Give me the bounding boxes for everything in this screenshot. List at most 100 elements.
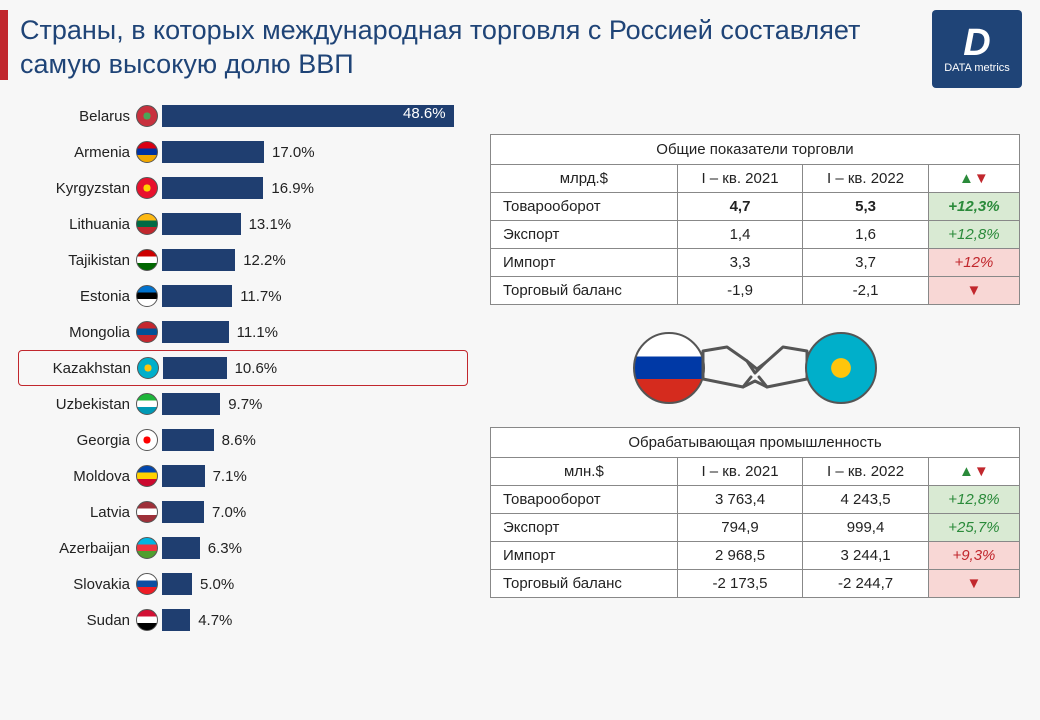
bar-row: Estonia11.7% <box>18 278 468 314</box>
bar-track: 12.2% <box>162 242 468 278</box>
bar-label: Slovakia <box>18 576 134 593</box>
bar-label: Sudan <box>18 612 134 629</box>
bar-value: 9.7% <box>228 396 262 413</box>
bar: 48.6% <box>162 105 454 127</box>
bar-label: Tajikistan <box>18 252 134 269</box>
bar-label: Kyrgyzstan <box>18 180 134 197</box>
bar-track: 11.1% <box>162 314 468 350</box>
bar-track: 4.7% <box>162 602 468 638</box>
table-row: Торговый баланс-1,9-2,1▼ <box>491 277 1020 305</box>
trade-summary-table: Общие показатели торговли млрд.$ I – кв.… <box>490 134 1020 305</box>
flag-icon <box>136 537 158 559</box>
bar-row: Kyrgyzstan 16.9% <box>18 170 468 206</box>
bar-track: 10.6% <box>163 351 467 385</box>
bar-row: Tajikistan 12.2% <box>18 242 468 278</box>
flag-icon <box>136 393 158 415</box>
row-v2: 3 244,1 <box>803 542 929 570</box>
bar <box>162 285 232 307</box>
flag-icon <box>136 429 158 451</box>
right-panel: Общие показатели торговли млрд.$ I – кв.… <box>490 98 1020 638</box>
bar-track: 7.1% <box>162 458 468 494</box>
logo: D DATA metrics <box>932 10 1022 88</box>
row-name: Экспорт <box>491 221 678 249</box>
table2-unit: млн.$ <box>491 458 678 486</box>
bar <box>162 429 214 451</box>
flag-icon <box>136 285 158 307</box>
table-row: Товарооборот4,75,3+12,3% <box>491 193 1020 221</box>
bar <box>162 393 220 415</box>
row-v1: -2 173,5 <box>677 570 803 598</box>
bar <box>163 357 227 379</box>
bar-track: 9.7% <box>162 386 468 422</box>
bar <box>162 249 235 271</box>
bar <box>162 213 241 235</box>
bar <box>162 609 190 631</box>
bar-value: 7.0% <box>212 504 246 521</box>
row-name: Товарооборот <box>491 193 678 221</box>
bar-chart: Belarus48.6%Armenia17.0%Kyrgyzstan16.9%L… <box>18 98 468 638</box>
bar-track: 7.0% <box>162 494 468 530</box>
handshake-icon <box>695 333 815 403</box>
content: Belarus48.6%Armenia17.0%Kyrgyzstan16.9%L… <box>0 94 1040 638</box>
row-delta: +12,8% <box>928 486 1019 514</box>
bar-value: 10.6% <box>235 360 278 377</box>
row-delta: +9,3% <box>928 542 1019 570</box>
bar-value: 4.7% <box>198 612 232 629</box>
bar-row: Georgia8.6% <box>18 422 468 458</box>
row-delta: +12% <box>928 249 1019 277</box>
table2-caption: Обрабатывающая промышленность <box>491 428 1020 458</box>
row-v2: -2 244,7 <box>803 570 929 598</box>
table-row: Товарооборот3 763,44 243,5+12,8% <box>491 486 1020 514</box>
flag-icon <box>136 609 158 631</box>
row-delta: +12,3% <box>928 193 1019 221</box>
bar-row: Sudan 4.7% <box>18 602 468 638</box>
row-delta: +25,7% <box>928 514 1019 542</box>
bar <box>162 465 205 487</box>
row-v2: 5,3 <box>803 193 929 221</box>
row-name: Экспорт <box>491 514 678 542</box>
flag-icon <box>136 465 158 487</box>
table1-unit: млрд.$ <box>491 165 678 193</box>
bar-track: 8.6% <box>162 422 468 458</box>
bar-value: 17.0% <box>272 144 315 161</box>
bar-value: 11.7% <box>240 288 281 305</box>
flag-icon <box>136 249 158 271</box>
bar-value: 11.1% <box>237 324 278 341</box>
bar-label: Azerbaijan <box>18 540 134 557</box>
bar-row: Azerbaijan6.3% <box>18 530 468 566</box>
bar-label: Armenia <box>18 144 134 161</box>
row-v2: 1,6 <box>803 221 929 249</box>
manufacturing-table: Обрабатывающая промышленность млн.$ I – … <box>490 427 1020 598</box>
flag-icon <box>137 357 159 379</box>
table2-col3: ▲▼ <box>928 458 1019 486</box>
bar-row: Armenia 17.0% <box>18 134 468 170</box>
row-v2: 999,4 <box>803 514 929 542</box>
bar-label: Kazakhstan <box>19 360 135 377</box>
table1-col3: ▲▼ <box>928 165 1019 193</box>
bar-track: 13.1% <box>162 206 468 242</box>
bar-value: 12.2% <box>243 252 286 269</box>
bar-track: 17.0% <box>162 134 468 170</box>
bar <box>162 141 264 163</box>
bar-row: Uzbekistan9.7% <box>18 386 468 422</box>
flag-icon <box>136 177 158 199</box>
bar-value: 7.1% <box>213 468 247 485</box>
table-row: Экспорт1,41,6+12,8% <box>491 221 1020 249</box>
table-row: Импорт2 968,53 244,1+9,3% <box>491 542 1020 570</box>
table2-col1: I – кв. 2021 <box>677 458 803 486</box>
bar-value: 48.6% <box>403 105 446 122</box>
flag-icon <box>136 321 158 343</box>
bar-row: Kazakhstan 10.6% <box>18 350 468 386</box>
row-name: Импорт <box>491 249 678 277</box>
bar-value: 16.9% <box>271 180 314 197</box>
bar-row: Mongolia11.1% <box>18 314 468 350</box>
handshake-graphic <box>490 319 1020 417</box>
row-v1: 3 763,4 <box>677 486 803 514</box>
row-delta: ▼ <box>928 277 1019 305</box>
bar <box>162 177 263 199</box>
row-name: Товарооборот <box>491 486 678 514</box>
row-name: Торговый баланс <box>491 277 678 305</box>
flag-icon <box>136 573 158 595</box>
row-v1: 2 968,5 <box>677 542 803 570</box>
table-row: Торговый баланс-2 173,5-2 244,7▼ <box>491 570 1020 598</box>
